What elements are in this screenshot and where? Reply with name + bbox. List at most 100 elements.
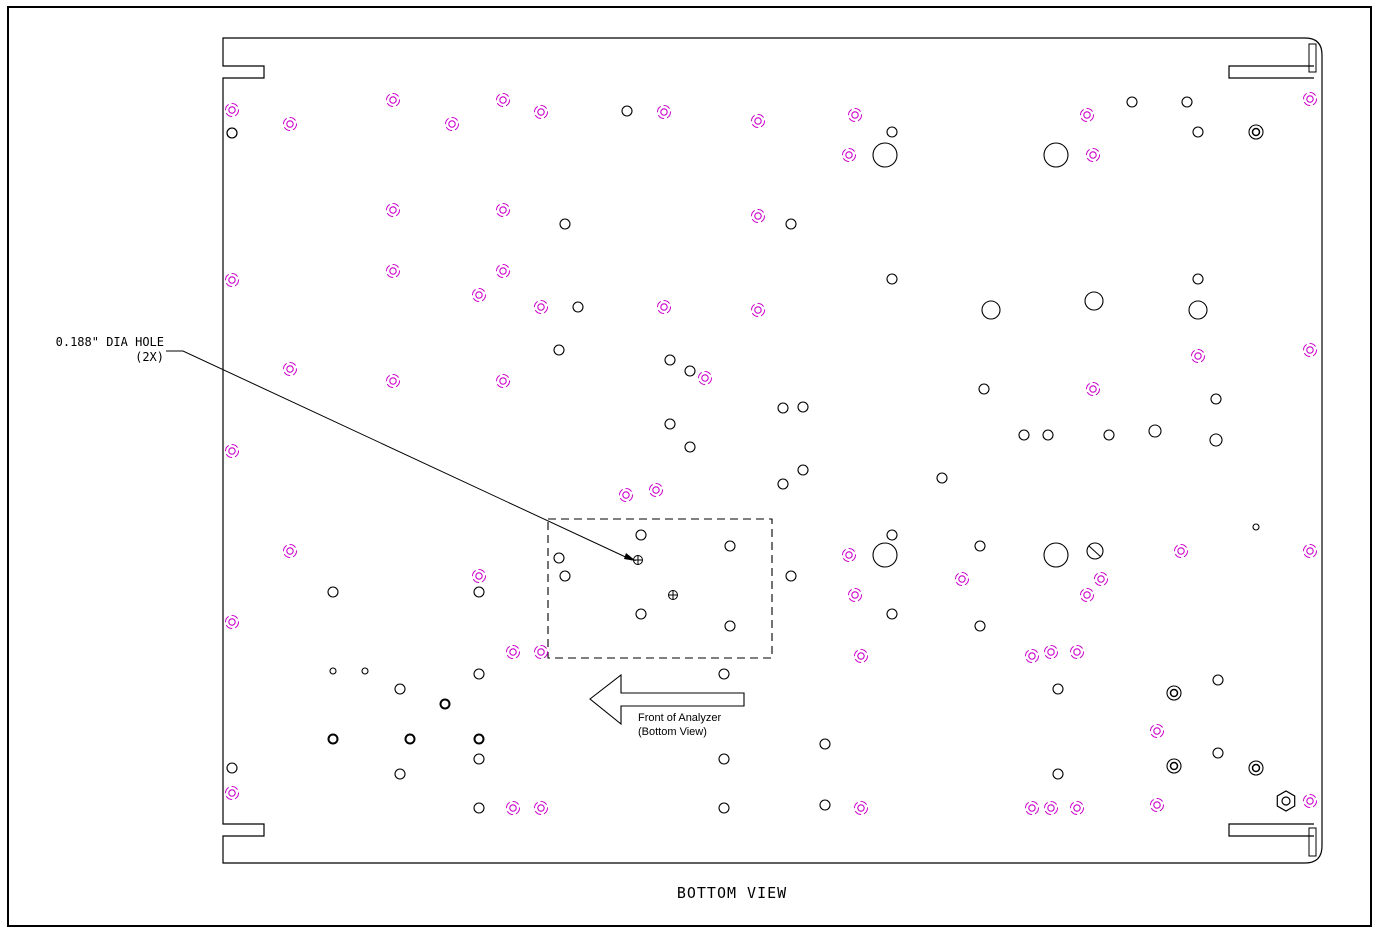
screw-fastener bbox=[386, 374, 400, 388]
mounting-hole bbox=[974, 620, 986, 632]
screw-fastener-inner bbox=[228, 789, 236, 797]
screw-fastener-outer bbox=[1044, 801, 1058, 815]
screw-fastener bbox=[496, 374, 510, 388]
screw-fastener-inner bbox=[1089, 385, 1097, 393]
screw-fastener bbox=[657, 105, 671, 119]
screw-fastener-inner bbox=[1306, 95, 1314, 103]
mounting-hole bbox=[559, 218, 571, 230]
screw-fastener bbox=[649, 483, 663, 497]
standoff-outer bbox=[1166, 685, 1182, 701]
standoff-inner bbox=[1169, 761, 1179, 771]
mounting-hole bbox=[473, 802, 485, 814]
screw-fastener bbox=[1086, 148, 1100, 162]
mounting-hole bbox=[226, 762, 238, 774]
screw-fastener bbox=[1150, 724, 1164, 738]
screw-fastener bbox=[386, 203, 400, 217]
screw-fastener-outer bbox=[386, 374, 400, 388]
mounting-hole bbox=[1252, 523, 1260, 531]
screw-fastener bbox=[955, 572, 969, 586]
mounting-hole bbox=[1188, 300, 1208, 320]
mounting-hole bbox=[1018, 429, 1030, 441]
screw-fastener-outer bbox=[386, 93, 400, 107]
mounting-hole bbox=[978, 383, 990, 395]
standoff-outer bbox=[1166, 758, 1182, 774]
hex-nut-hole bbox=[1281, 796, 1291, 806]
screw-fastener bbox=[842, 548, 856, 562]
slotted-hole bbox=[1086, 542, 1104, 560]
screw-fastener-inner bbox=[1028, 652, 1036, 660]
screw-fastener bbox=[1094, 572, 1108, 586]
mounting-hole bbox=[621, 105, 633, 117]
screw-fastener-outer bbox=[506, 801, 520, 815]
screw-fastener bbox=[225, 444, 239, 458]
mounting-hole bbox=[797, 401, 809, 413]
right-tab-bottom bbox=[1308, 827, 1317, 857]
screw-fastener-outer bbox=[472, 288, 486, 302]
mounting-hole bbox=[553, 552, 565, 564]
screw-fastener-outer bbox=[225, 444, 239, 458]
screw-fastener-outer bbox=[1150, 798, 1164, 812]
screw-fastener-inner bbox=[1047, 804, 1055, 812]
mounting-hole bbox=[1148, 424, 1162, 438]
callout-label-line2: (2X) bbox=[135, 350, 164, 364]
screw-fastener-inner bbox=[701, 374, 709, 382]
screw-fastener-outer bbox=[386, 264, 400, 278]
mounting-hole bbox=[1210, 393, 1222, 405]
screw-fastener bbox=[1025, 801, 1039, 815]
mounting-hole bbox=[872, 142, 898, 168]
callout-label-line1: 0.188" DIA HOLE bbox=[56, 335, 164, 349]
screw-fastener-outer bbox=[842, 148, 856, 162]
screw-fastener-outer bbox=[1025, 649, 1039, 663]
screw-fastener-inner bbox=[286, 365, 294, 373]
mounting-hole bbox=[329, 667, 337, 675]
screw-fastener bbox=[534, 801, 548, 815]
screw-fastener-outer bbox=[445, 117, 459, 131]
screw-fastener-inner bbox=[537, 648, 545, 656]
screw-fastener-inner bbox=[228, 618, 236, 626]
screw-fastener-outer bbox=[619, 488, 633, 502]
screw-fastener-outer bbox=[1080, 108, 1094, 122]
drawing-border bbox=[7, 6, 1372, 927]
screw-fastener bbox=[1070, 645, 1084, 659]
mounting-hole bbox=[664, 354, 676, 366]
mounting-hole bbox=[785, 218, 797, 230]
screw-fastener bbox=[225, 615, 239, 629]
bold-hole bbox=[439, 698, 451, 710]
screw-fastener-outer bbox=[386, 203, 400, 217]
screw-fastener bbox=[283, 117, 297, 131]
right-tab-top bbox=[1308, 43, 1317, 73]
screw-fastener-inner bbox=[537, 804, 545, 812]
screw-fastener-outer bbox=[283, 117, 297, 131]
screw-fastener bbox=[1303, 92, 1317, 106]
screw-fastener-inner bbox=[660, 108, 668, 116]
screw-fastener-outer bbox=[1044, 645, 1058, 659]
screw-fastener bbox=[1080, 108, 1094, 122]
screw-fastener-inner bbox=[1083, 591, 1091, 599]
mounting-hole bbox=[1126, 96, 1138, 108]
screw-fastener-inner bbox=[622, 491, 630, 499]
screw-fastener-inner bbox=[475, 291, 483, 299]
screw-fastener bbox=[842, 148, 856, 162]
mounting-hole bbox=[635, 529, 647, 541]
screw-fastener-inner bbox=[1073, 648, 1081, 656]
callout-arrowhead bbox=[624, 553, 636, 561]
screw-fastener-inner bbox=[851, 591, 859, 599]
mounting-hole bbox=[886, 126, 898, 138]
screw-fastener-inner bbox=[1177, 547, 1185, 555]
screw-fastener-outer bbox=[496, 93, 510, 107]
screw-fastener-outer bbox=[1080, 588, 1094, 602]
screw-fastener-inner bbox=[389, 267, 397, 275]
screw-fastener bbox=[386, 264, 400, 278]
screw-fastener-inner bbox=[286, 120, 294, 128]
screw-fastener-outer bbox=[225, 615, 239, 629]
screw-fastener-inner bbox=[389, 377, 397, 385]
screw-fastener-inner bbox=[851, 111, 859, 119]
screw-fastener bbox=[225, 103, 239, 117]
screw-fastener-outer bbox=[534, 300, 548, 314]
screw-fastener-outer bbox=[657, 105, 671, 119]
screw-fastener bbox=[1086, 382, 1100, 396]
screw-fastener bbox=[1191, 349, 1205, 363]
mounting-hole bbox=[1043, 142, 1069, 168]
standoff-outer bbox=[1248, 124, 1264, 140]
screw-fastener-inner bbox=[448, 120, 456, 128]
